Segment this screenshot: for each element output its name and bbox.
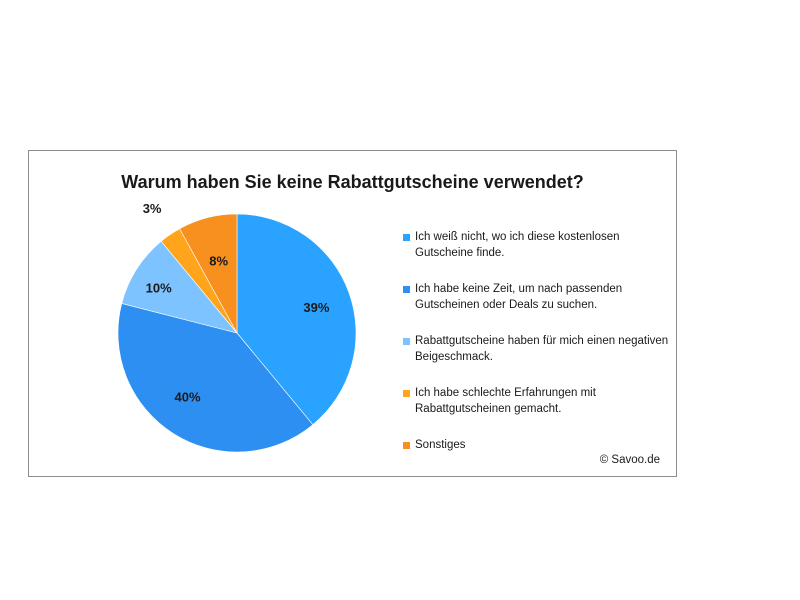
- legend-label-3: Rabattgutscheine haben für mich einen ne…: [415, 335, 669, 363]
- legend-swatch-3: [403, 338, 410, 345]
- legend-label-2: Ich habe keine Zeit, um nach passenden G…: [415, 283, 623, 311]
- pie-chart: 39% 40% 10% 3% 8%: [117, 201, 357, 453]
- legend-label-5: Sonstiges: [415, 439, 466, 451]
- legend-swatch-4: [403, 390, 410, 397]
- legend-item-3: Rabattgutscheine haben für mich einen ne…: [403, 333, 673, 385]
- legend-item-2: Ich habe keine Zeit, um nach passenden G…: [403, 281, 673, 333]
- credit-text: © Savoo.de: [599, 454, 660, 466]
- slice-label-3: 10%: [146, 280, 172, 295]
- slice-label-2: 40%: [174, 389, 200, 404]
- slice-label-4: 3%: [143, 201, 162, 216]
- slice-label-1: 39%: [303, 300, 329, 315]
- legend-item-5: Sonstiges: [403, 437, 673, 489]
- legend-swatch-2: [403, 286, 410, 293]
- chart-title: Warum haben Sie keine Rabattgutscheine v…: [121, 172, 584, 192]
- legend-swatch-1: [403, 234, 410, 241]
- pie-slice-1: [236, 213, 357, 426]
- pie-slice-3: [121, 240, 238, 334]
- pie-slice-5: [179, 213, 238, 334]
- legend-item-4: Ich habe schlechte Erfahrungen mit Rabat…: [403, 385, 673, 437]
- legend-item-1: Ich weiß nicht, wo ich diese kostenlosen…: [403, 229, 673, 281]
- slice-label-5: 8%: [209, 254, 228, 269]
- legend-label-4: Ich habe schlechte Erfahrungen mit Rabat…: [415, 387, 596, 415]
- pie-slice-2: [117, 303, 314, 453]
- legend-swatch-5: [403, 442, 410, 449]
- chart-frame: Warum haben Sie keine Rabattgutscheine v…: [28, 150, 677, 477]
- legend: Ich weiß nicht, wo ich diese kostenlosen…: [403, 229, 673, 489]
- legend-label-1: Ich weiß nicht, wo ich diese kostenlosen…: [415, 231, 620, 259]
